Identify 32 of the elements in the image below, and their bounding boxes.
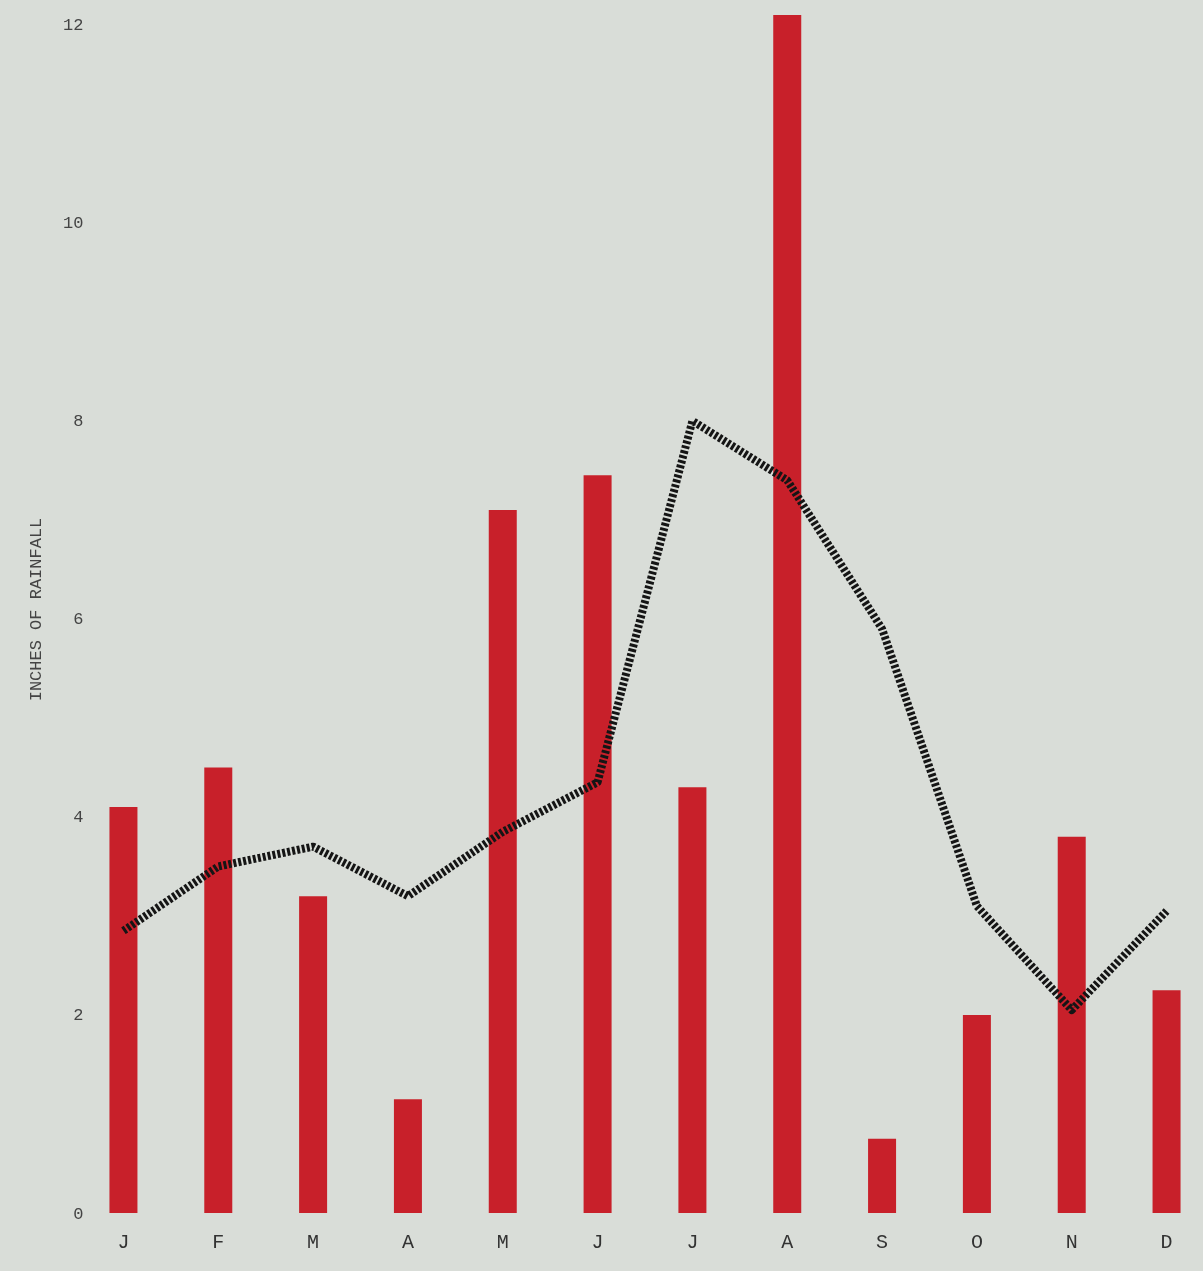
- bar: [773, 14, 802, 1213]
- x-tick-label: A: [401, 1230, 414, 1254]
- bar: [488, 509, 517, 1213]
- bar: [583, 475, 612, 1213]
- y-tick-label: 2: [73, 1006, 84, 1026]
- y-tick-label: 10: [63, 214, 84, 234]
- y-tick-label: 12: [63, 16, 84, 36]
- y-tick-label: 8: [73, 412, 84, 432]
- bar: [962, 1014, 991, 1213]
- y-tick-label: 6: [73, 610, 84, 630]
- bar: [393, 1099, 422, 1213]
- x-tick-label: N: [1065, 1230, 1078, 1254]
- y-axis-title: INCHES OF RAINFALL: [27, 517, 47, 702]
- bar: [1152, 990, 1181, 1213]
- bar: [109, 807, 138, 1213]
- bar: [299, 896, 328, 1213]
- x-tick-label: J: [686, 1230, 699, 1254]
- bar: [1057, 836, 1086, 1213]
- x-tick-label: J: [591, 1230, 604, 1254]
- bar: [204, 767, 233, 1213]
- x-tick-label: F: [212, 1230, 225, 1254]
- x-tick-label: O: [970, 1230, 983, 1254]
- bar: [678, 787, 707, 1213]
- x-tick-label: J: [117, 1230, 130, 1254]
- x-tick-label: S: [876, 1230, 889, 1254]
- bar: [868, 1138, 897, 1213]
- x-tick-label: M: [307, 1230, 320, 1254]
- x-tick-label: D: [1160, 1230, 1173, 1254]
- y-tick-label: 4: [73, 808, 84, 828]
- y-tick-label: 0: [73, 1204, 84, 1224]
- x-tick-label: M: [496, 1230, 509, 1254]
- x-tick-label: A: [781, 1230, 794, 1254]
